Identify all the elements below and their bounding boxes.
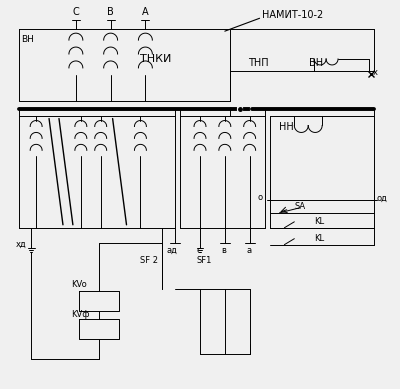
Text: ВН: ВН: [21, 35, 34, 44]
Text: KVф: KVф: [71, 310, 90, 319]
Text: в: в: [221, 246, 226, 255]
Text: В: В: [107, 7, 114, 17]
Text: хд: хд: [15, 240, 26, 249]
Text: а: а: [247, 246, 252, 255]
Text: ад: ад: [166, 246, 177, 255]
Text: KL: KL: [314, 234, 324, 243]
Text: од: од: [377, 193, 388, 203]
Text: о: о: [258, 193, 263, 203]
Text: А: А: [142, 7, 149, 17]
Text: ТНКИ: ТНКИ: [140, 54, 171, 64]
Text: SF1: SF1: [196, 256, 212, 265]
Text: ТНП: ТНП: [248, 58, 268, 68]
Text: SF 2: SF 2: [140, 256, 158, 265]
Text: KVo: KVo: [71, 280, 87, 289]
Text: KL: KL: [314, 217, 324, 226]
Text: НН: НН: [280, 123, 294, 133]
Text: С: С: [72, 7, 79, 17]
Text: ВН: ВН: [309, 58, 323, 68]
Text: х: х: [373, 68, 378, 77]
Text: с: с: [196, 246, 201, 255]
Text: SA: SA: [294, 202, 306, 211]
Text: НАМИТ-10-2: НАМИТ-10-2: [262, 10, 323, 20]
